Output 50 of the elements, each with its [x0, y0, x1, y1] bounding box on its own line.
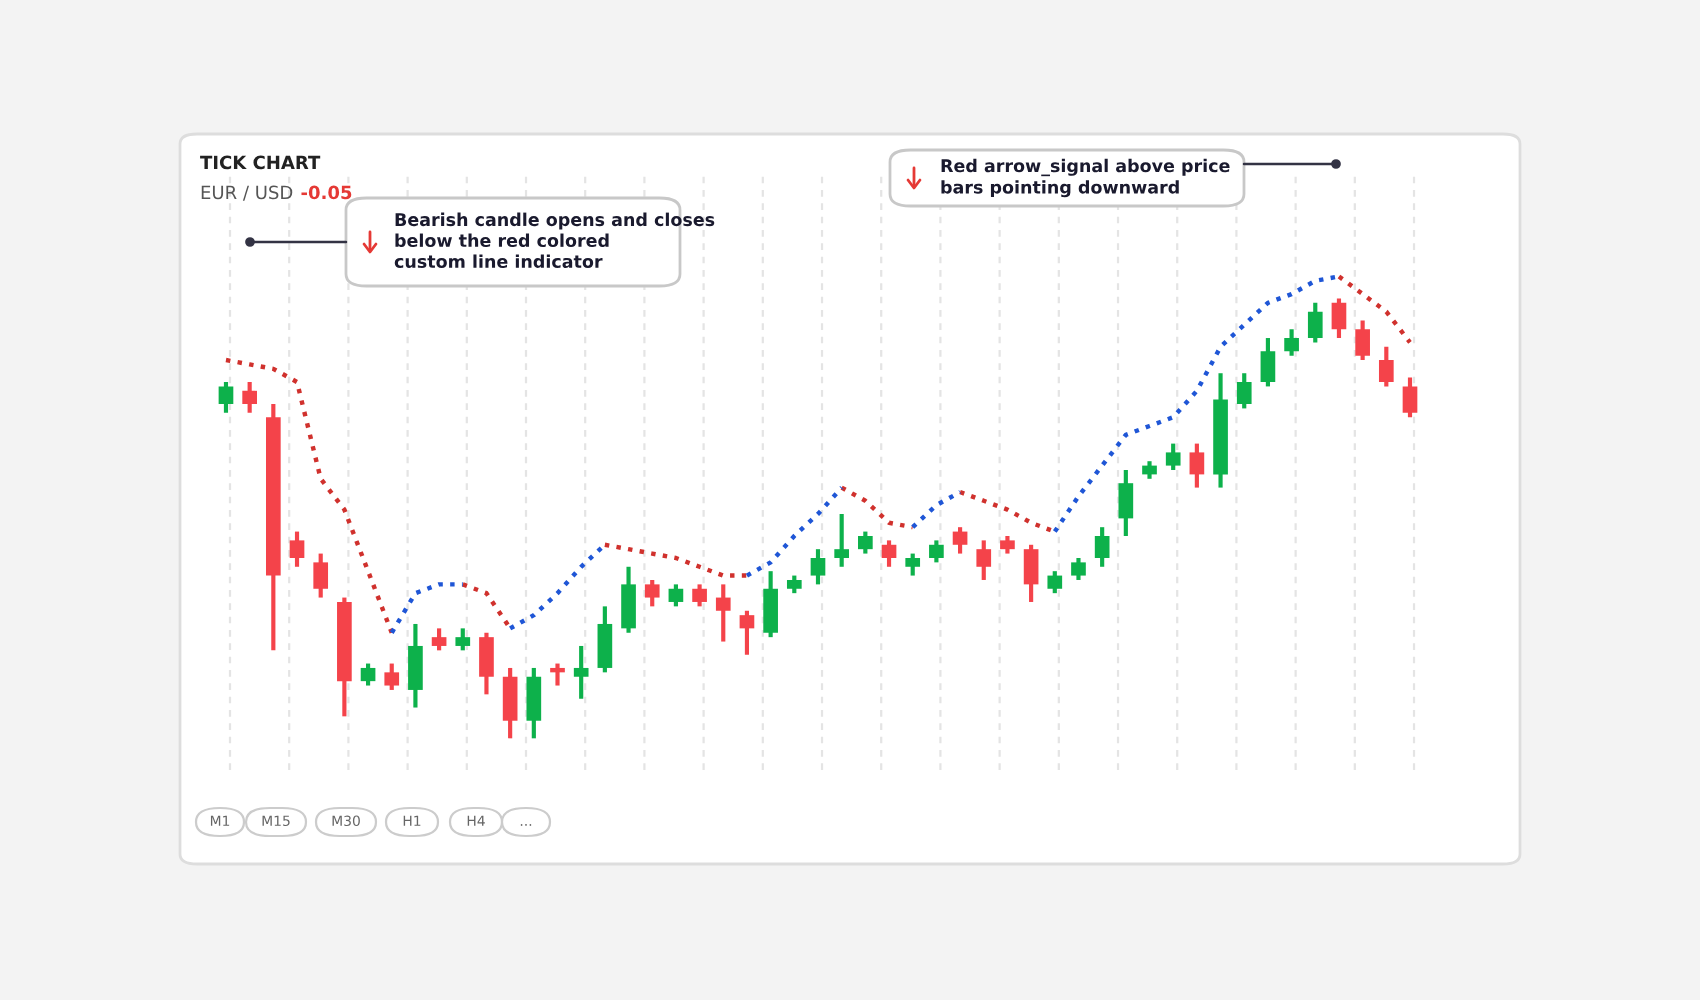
- candlestick: [526, 665, 542, 741]
- candlestick: [1118, 467, 1134, 539]
- candlestick: [360, 661, 376, 688]
- candlestick: [1307, 300, 1323, 345]
- candlestick: [573, 643, 589, 701]
- candlestick: [1094, 525, 1110, 569]
- candlestick: [1284, 327, 1299, 358]
- candlestick: [621, 564, 636, 635]
- candlestick: [976, 538, 992, 583]
- candlestick: [1189, 441, 1205, 490]
- candlestick: [455, 626, 471, 653]
- candlestick: [242, 379, 257, 415]
- candlestick: [479, 630, 494, 697]
- candlestick: [384, 661, 400, 693]
- candlestick: [1378, 344, 1394, 389]
- candlestick: [905, 551, 921, 578]
- candlestick: [692, 582, 707, 609]
- candlestick: [810, 547, 826, 587]
- candlestick: [763, 569, 778, 640]
- candlestick: [313, 551, 329, 600]
- candlestick: [1402, 375, 1418, 420]
- candlestick: [881, 538, 897, 569]
- candlestick: [1023, 542, 1039, 605]
- candlestick: [1047, 569, 1063, 596]
- chart-subtitle: EUR / USD: [201, 185, 293, 201]
- candlestick: [644, 577, 660, 609]
- candlestick: [1071, 555, 1086, 583]
- candlestick: [597, 604, 613, 675]
- candlestick: [952, 525, 968, 556]
- text: -0.05: [301, 185, 352, 200]
- candlestick: [1355, 318, 1370, 363]
- candlestick: [739, 608, 755, 657]
- text: Bearish candle opens and closes below the red colored custom line indicator: [394, 212, 715, 268]
- candlestick: [929, 538, 944, 565]
- candlestick: [834, 511, 850, 569]
- candlestick: [1260, 335, 1276, 389]
- candlestick: [858, 529, 873, 556]
- candlestick: [1331, 296, 1347, 341]
- candlestick: [550, 661, 565, 688]
- candlestick: [431, 626, 447, 653]
- candlestick: [1165, 441, 1181, 473]
- text: Red arrow_signal above price bars pointing downward: [941, 158, 1230, 198]
- candlestick: [502, 665, 518, 741]
- candlestick: [668, 582, 684, 609]
- candlestick: [715, 582, 731, 644]
- chart-title: TICK CHART: [200, 155, 321, 170]
- candlestick: [289, 529, 305, 569]
- candlestick: [218, 379, 234, 415]
- candlestick: [408, 621, 423, 710]
- candlestick: [1236, 371, 1252, 411]
